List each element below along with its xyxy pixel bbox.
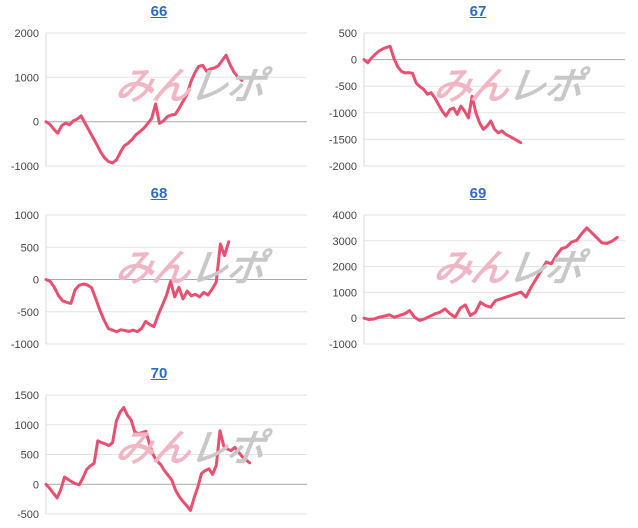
y-axis-tick-label: 1000 (15, 72, 39, 84)
y-axis-tick-label: -500 (17, 307, 39, 319)
line-chart-69: 4000 3000 2000 1000 0 -1000 (329, 210, 625, 351)
y-axis-tick-label: 0 (33, 117, 39, 129)
y-axis-tick-label: -500 (17, 509, 39, 521)
line-chart-66: 2000 1000 0 -1000 (11, 28, 307, 173)
chart-cell-69: 69 4000 3000 2000 1000 0 -1000 みんレポ (318, 178, 638, 358)
chart-body: 1500 1000 500 0 -500 みんレポ (0, 387, 318, 528)
y-axis-tick-label: -2000 (329, 161, 357, 173)
empty-cell (318, 358, 638, 528)
line-chart-68: 1000 500 0 -500 -1000 (11, 210, 307, 351)
y-axis-tick-label: -1000 (329, 108, 357, 120)
chart-cell-67: 67 500 0 -500 -1000 -1500 -2000 みんレポ (318, 0, 638, 178)
y-axis-tick-label: 2000 (333, 262, 357, 274)
data-line (362, 226, 619, 322)
y-axis-tick-label: 2000 (15, 28, 39, 40)
y-axis-tick-label: 500 (21, 242, 39, 254)
chart-link-66[interactable]: 66 (150, 3, 168, 20)
chart-title: 68 (0, 178, 318, 207)
y-axis-tick-label: 500 (21, 450, 39, 462)
y-axis-tick-label: 1000 (333, 287, 357, 299)
line-chart-67: 500 0 -500 -1000 -1500 -2000 (329, 28, 625, 173)
y-axis-tick-label: 0 (351, 313, 357, 325)
y-axis-tick-label: -1500 (329, 134, 357, 146)
chart-link-67[interactable]: 67 (469, 3, 487, 20)
y-axis-tick-label: 3000 (333, 236, 357, 248)
data-line (44, 240, 231, 334)
chart-link-68[interactable]: 68 (150, 185, 168, 202)
chart-link-70[interactable]: 70 (150, 365, 168, 382)
chart-title: 69 (318, 178, 638, 207)
y-axis-tick-label: 0 (351, 55, 357, 67)
chart-cell-68: 68 1000 500 0 -500 -1000 みんレポ (0, 178, 318, 358)
data-line (44, 53, 244, 165)
y-axis-tick-label: 4000 (333, 210, 357, 222)
data-line (362, 44, 523, 145)
chart-cell-66: 66 2000 1000 0 -1000 みんレポ (0, 0, 318, 178)
chart-body: 4000 3000 2000 1000 0 -1000 みんレポ (318, 207, 638, 359)
y-axis-tick-label: -1000 (11, 339, 39, 351)
chart-body: 1000 500 0 -500 -1000 みんレポ (0, 207, 318, 359)
y-axis-tick-label: 1000 (15, 210, 39, 222)
chart-title: 70 (0, 358, 318, 387)
chart-link-69[interactable]: 69 (469, 185, 487, 202)
y-axis-tick-label: 1000 (15, 420, 39, 432)
y-axis-tick-label: -500 (335, 81, 357, 93)
chart-title: 67 (318, 0, 638, 25)
chart-body: 2000 1000 0 -1000 みんレポ (0, 25, 318, 181)
chart-cell-70: 70 1500 1000 500 0 -500 みんレポ (0, 358, 318, 528)
data-line (44, 406, 252, 512)
y-axis-tick-label: -1000 (11, 161, 39, 173)
line-chart-70: 1500 1000 500 0 -500 (15, 390, 307, 521)
chart-body: 500 0 -500 -1000 -1500 -2000 みんレポ (318, 25, 638, 181)
y-axis-tick-label: 0 (33, 479, 39, 491)
y-axis-tick-label: 1500 (15, 390, 39, 402)
y-axis-tick-label: 500 (339, 28, 357, 40)
y-axis-tick-label: -1000 (329, 339, 357, 351)
chart-title: 66 (0, 0, 318, 25)
y-axis-tick-label: 0 (33, 275, 39, 287)
